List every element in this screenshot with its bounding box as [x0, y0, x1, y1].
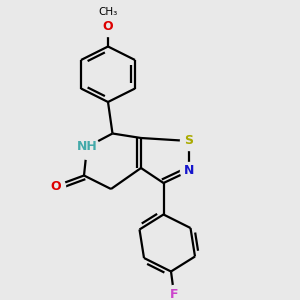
Text: F: F: [170, 287, 178, 300]
Text: N: N: [184, 164, 194, 178]
Text: NH: NH: [76, 140, 98, 154]
Text: O: O: [103, 20, 113, 34]
Text: S: S: [184, 134, 194, 148]
Text: CH₃: CH₃: [98, 7, 118, 17]
Text: O: O: [50, 179, 61, 193]
